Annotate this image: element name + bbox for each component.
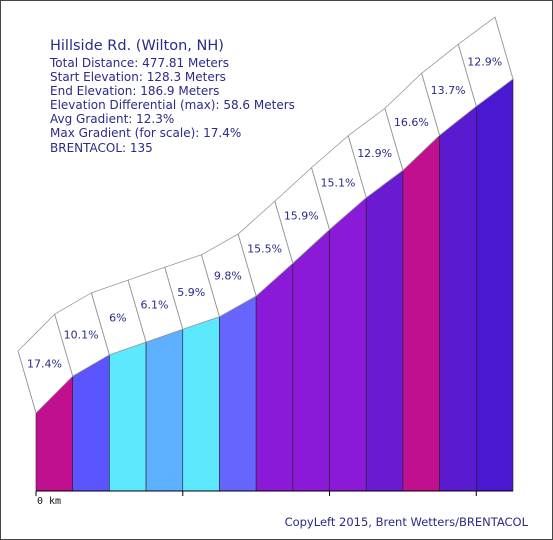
gradient-segment <box>109 341 147 492</box>
profile-depth-edge <box>54 314 74 377</box>
gradient-segment <box>219 295 257 492</box>
profile-depth-edge <box>17 350 37 414</box>
end-elevation: End Elevation: 186.9 Meters <box>50 84 220 99</box>
gradient-segment <box>292 228 330 492</box>
total-distance: Total Distance: 477.81 Meters <box>50 56 229 70</box>
route-title: Hillside Rd. (Wilton, NH) <box>50 38 224 54</box>
brentacol-score: BRENTACOL: 135 <box>50 140 153 155</box>
gradient-segment <box>72 354 110 492</box>
gradient-segment <box>255 262 294 492</box>
profile-depth-edge <box>201 254 220 317</box>
gradient-segment <box>329 197 367 492</box>
copyleft-notice: CopyLeft 2015, Brent Wetters/BRENTACOL <box>284 515 528 529</box>
gradient-label: 13.7% <box>431 84 466 97</box>
profile-depth-edge <box>347 135 367 198</box>
gradient-segment <box>182 316 220 492</box>
gradient-label: 10.1% <box>64 329 99 342</box>
profile-depth-edge <box>127 280 147 343</box>
profile-depth-edge <box>91 292 110 355</box>
gradient-label: 15.5% <box>247 243 282 256</box>
gradient-segment <box>402 134 440 492</box>
route-info-panel: Hillside Rd. (Wilton, NH) Total Distance… <box>50 38 295 155</box>
gradient-label: 12.9% <box>357 147 392 160</box>
profile-depth-edge <box>457 44 477 107</box>
gradient-segment <box>365 169 404 492</box>
gradient-label: 6% <box>109 311 126 324</box>
gradient-label: 17.4% <box>27 358 62 371</box>
gradient-segment <box>476 78 514 492</box>
avg-gradient: Avg Gradient: 12.3% <box>50 112 175 127</box>
gradient-label: 15.9% <box>284 209 319 222</box>
elevation-differential: Elevation Differential (max): 58.6 Meter… <box>50 98 295 113</box>
gradient-segment <box>145 328 184 492</box>
gradient-segment <box>439 105 477 492</box>
profile-depth-edge <box>421 73 440 136</box>
gradient-label: 5.9% <box>177 286 205 299</box>
profile-depth-edge <box>274 201 294 264</box>
start-elevation: Start Elevation: 128.3 Meters <box>50 70 226 85</box>
max-gradient: Max Gradient (for scale): 17.4% <box>50 126 242 141</box>
gradient-label: 12.9% <box>467 56 502 69</box>
gradient-label: 16.6% <box>394 116 429 129</box>
x-axis-tick-label: 0 km <box>37 496 61 507</box>
gradient-label: 15.1% <box>321 177 356 190</box>
gradient-label: 9.8% <box>214 269 242 282</box>
profile-depth-edge <box>384 108 404 171</box>
profile-depth-edge <box>311 167 330 230</box>
gradient-label: 6.1% <box>141 299 169 312</box>
profile-depth-edge <box>237 233 257 297</box>
profile-depth-edge <box>164 267 184 330</box>
profile-depth-edge <box>494 16 514 80</box>
